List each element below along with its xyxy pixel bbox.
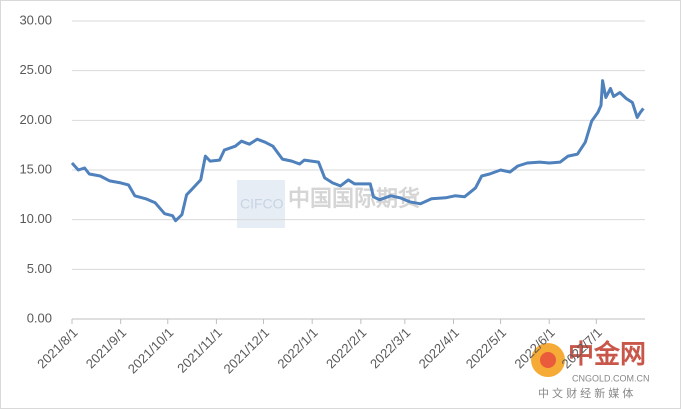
y-tick-label: 25.00 (19, 62, 52, 77)
y-tick-label: 15.00 (19, 161, 52, 176)
watermark: 中 文 财 经 新 媒 体 (538, 386, 633, 400)
watermark: 中金网 (568, 339, 646, 369)
y-tick-label: 10.00 (19, 211, 52, 226)
y-tick-label: 20.00 (19, 112, 52, 127)
watermark: CIFCO (240, 196, 284, 212)
y-tick-label: 5.00 (27, 261, 52, 276)
y-tick-label: 30.00 (19, 12, 52, 27)
watermark: CNGOLD.COM.CN (572, 373, 650, 383)
watermark-logo (540, 352, 556, 368)
y-tick-label: 0.00 (27, 310, 52, 325)
data-line (70, 79, 645, 223)
